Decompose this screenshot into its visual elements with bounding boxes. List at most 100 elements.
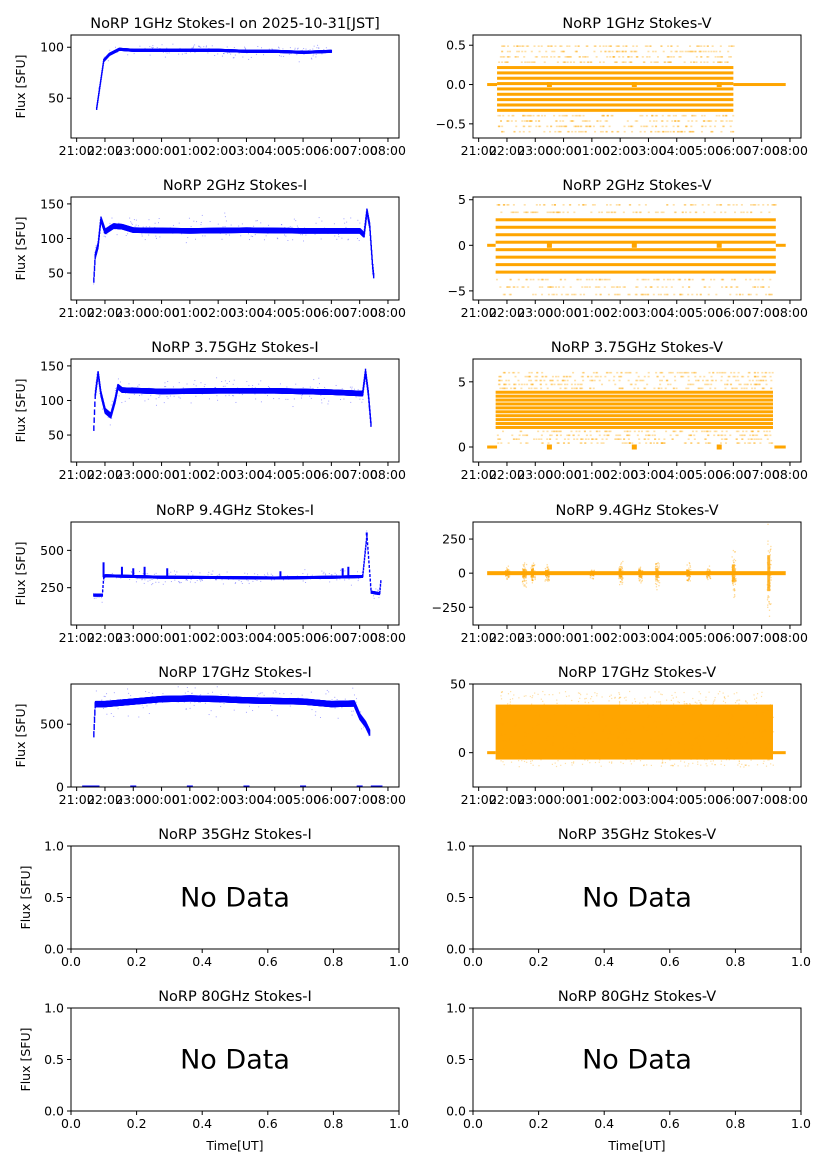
data-point <box>553 383 556 386</box>
data-point <box>707 50 710 53</box>
data-point <box>540 45 543 47</box>
data-point <box>684 278 687 281</box>
data-point <box>604 50 607 53</box>
data-point <box>507 120 510 122</box>
data-point <box>702 278 705 281</box>
data-point <box>734 211 737 214</box>
data-point <box>671 120 674 122</box>
data-point <box>622 61 625 64</box>
y-tick-label: 5 <box>458 374 466 389</box>
data-point <box>695 430 698 433</box>
data-point <box>102 65 104 69</box>
data-point <box>93 409 96 415</box>
data-point <box>758 379 761 382</box>
data-point <box>718 61 721 64</box>
data-point <box>635 286 638 288</box>
data-point <box>687 438 690 440</box>
data-point <box>701 204 704 206</box>
y-tick-label: 150 <box>40 196 64 211</box>
data-point <box>280 224 282 226</box>
data-point <box>616 286 619 288</box>
data-point <box>559 45 562 47</box>
data-point <box>683 130 686 133</box>
data-point <box>550 56 553 58</box>
data-point <box>652 120 655 122</box>
data-point <box>721 56 724 58</box>
data-point <box>525 45 528 47</box>
data-point <box>497 114 500 117</box>
data-point <box>596 371 599 374</box>
data-point <box>766 438 769 440</box>
data-point <box>640 293 643 296</box>
data-point <box>559 278 562 281</box>
data-point <box>602 45 605 47</box>
data-point <box>710 120 713 122</box>
data-point <box>631 50 634 53</box>
data-point <box>147 398 149 400</box>
data-point <box>579 114 582 117</box>
data-point <box>640 125 643 128</box>
data-point <box>103 235 105 237</box>
data-point <box>651 125 654 128</box>
data-point <box>579 56 582 58</box>
data-point <box>696 293 698 296</box>
data-point <box>670 50 673 53</box>
data-point <box>277 238 279 240</box>
data-point <box>757 371 760 374</box>
data-point <box>670 45 673 47</box>
data-point <box>702 278 705 281</box>
data-point <box>660 379 663 382</box>
data-point <box>630 61 633 64</box>
data-point <box>178 396 180 398</box>
data-point <box>287 398 289 400</box>
data-point <box>635 293 638 296</box>
data-point <box>664 61 667 64</box>
data-point <box>617 438 620 440</box>
data-point <box>651 114 654 117</box>
data-point <box>672 130 675 133</box>
data-point <box>303 240 305 242</box>
data-point <box>252 385 254 387</box>
data-point <box>560 50 563 53</box>
data-point <box>684 371 687 374</box>
data-point <box>141 233 143 235</box>
data-point <box>554 120 557 122</box>
data-point <box>315 53 317 55</box>
data-point <box>631 442 634 444</box>
data-point <box>662 130 665 133</box>
data-point <box>637 375 640 378</box>
data-point <box>653 430 656 433</box>
data-point <box>263 239 265 241</box>
data-point <box>704 442 707 444</box>
data-point <box>665 379 668 382</box>
data-point <box>502 45 505 47</box>
data-point <box>706 61 709 64</box>
data-point <box>598 286 601 288</box>
data-point <box>765 371 768 374</box>
data-point <box>605 45 608 47</box>
data-point <box>675 434 678 437</box>
data-point <box>593 45 596 47</box>
data-point <box>690 442 693 444</box>
data-point <box>499 387 502 390</box>
data-point <box>616 45 619 47</box>
data-point <box>710 278 713 281</box>
data-point <box>99 225 101 231</box>
data-point <box>529 278 532 281</box>
data-point <box>93 271 95 277</box>
data-point <box>629 204 632 206</box>
data-point <box>631 444 637 450</box>
data-point <box>503 383 506 386</box>
data-marks <box>93 208 375 285</box>
data-point <box>774 445 786 449</box>
data-point <box>654 130 657 133</box>
data-point <box>314 233 316 235</box>
data-level <box>497 71 734 75</box>
y-tick-label: 150 <box>40 358 64 373</box>
data-point <box>687 120 690 122</box>
data-point <box>661 125 664 128</box>
data-level <box>497 82 734 86</box>
data-point <box>747 442 750 444</box>
data-point <box>291 226 293 228</box>
